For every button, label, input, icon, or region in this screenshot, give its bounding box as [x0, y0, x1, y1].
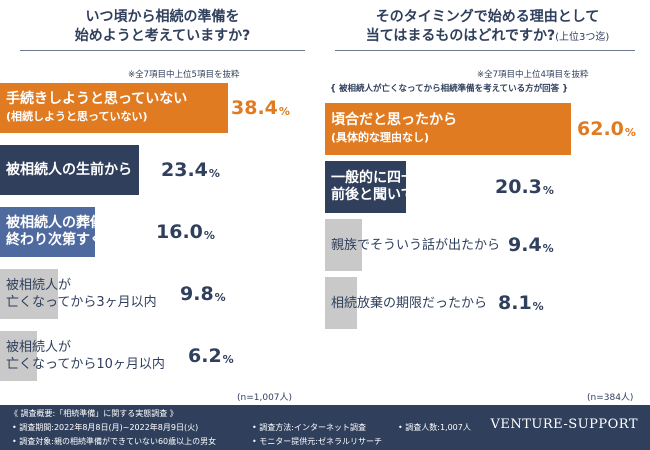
right-title-suffix: (上位3つ迄): [555, 32, 610, 43]
footer-survey-title: 《 調査概要:「相続準備」に関する実態調査 》: [10, 409, 178, 418]
bar-label-line-2: (相続しようと思っていない): [6, 110, 148, 123]
bar-value-1: 38.4%: [231, 83, 290, 133]
survey-footer: 《 調査概要:「相続準備」に関する実態調査 》 • 調査期間:2022年8月8日…: [0, 405, 650, 450]
left-note: ※全7項目中上位5項目を抜粋: [128, 70, 240, 80]
bar-label-line-1: 相続放棄の期限だったから: [331, 295, 488, 311]
bar-5: [0, 331, 37, 381]
bar-value-number: 8.1: [498, 292, 532, 314]
right-title-rule: [335, 50, 635, 51]
bar-row-5: 被相続人が亡くなってから10ヶ月以内 6.2%: [0, 331, 309, 381]
bar-3: [325, 219, 363, 271]
right-panel: そのタイミングで始める理由として 当てはまるものはどれですか?(上位3つ迄) ※…: [325, 0, 650, 405]
bar-label-line-1: 被相続人が: [6, 340, 72, 355]
percent-sign: %: [542, 241, 554, 255]
percent-sign: %: [214, 290, 226, 304]
bar-row-2: 被相続人の生前から 23.4%: [0, 145, 309, 195]
brand-logo: VENTURE-SUPPORT: [490, 417, 638, 432]
bar-label-line-1: 手続きしようと思っていない: [6, 91, 188, 107]
bar-label-line-1: 被相続人が: [6, 278, 72, 293]
percent-sign: %: [624, 125, 636, 139]
bar-value-3: 9.4%: [508, 219, 554, 271]
bar-label-1: 頃合だと思ったから (具体的な理由なし): [331, 103, 457, 155]
bar-row-3: 親族でそういう話が出たから 9.4%: [325, 219, 634, 271]
bar-value-5: 6.2%: [188, 331, 234, 381]
bar-2: [325, 161, 406, 213]
bar-value-number: 62.0: [577, 118, 624, 140]
bar-label-3: 被相続人の葬儀が 終わり次第すぐに: [6, 207, 118, 257]
left-title-line-2: 始めようと考えていますか?: [74, 28, 251, 44]
bar-value-number: 6.2: [188, 345, 222, 367]
left-title-line-1: いつ頃から相続の準備を: [85, 9, 240, 25]
bar-value-number: 20.3: [495, 176, 542, 198]
bar-row-3: 被相続人の葬儀が 終わり次第すぐに 16.0%: [0, 207, 309, 257]
bar-label-3: 親族でそういう話が出たから: [331, 219, 500, 271]
bar-value-number: 16.0: [156, 221, 203, 243]
bar-1: [0, 83, 228, 133]
bar-label-line-1: 親族でそういう話が出たから: [331, 237, 501, 253]
percent-sign: %: [532, 299, 544, 313]
percent-sign: %: [542, 183, 554, 197]
footer-target: • 調査対象:親の相続準備ができていない60歳以上の男女: [12, 437, 217, 446]
bar-label-line-2: 前後と聞いていたから: [331, 187, 471, 203]
footer-provider: • モニター提供元:ゼネラルリサーチ: [252, 437, 382, 446]
bar-label-4: 被相続人が亡くなってから3ヶ月以内: [6, 269, 157, 319]
percent-sign: %: [203, 228, 215, 242]
footer-method: • 調査方法:インターネット調査: [252, 423, 366, 432]
bar-row-1: 頃合だと思ったから (具体的な理由なし) 62.0%: [325, 103, 636, 155]
bar-label-line-2: (具体的な理由なし): [331, 131, 430, 144]
left-panel: いつ頃から相続の準備を 始めようと考えていますか? ※全7項目中上位5項目を抜粋…: [0, 0, 325, 405]
bar-2: [0, 145, 139, 195]
bar-value-number: 38.4: [231, 97, 278, 119]
bar-label-1: 手続きしようと思っていない (相続しようと思っていない): [6, 83, 187, 133]
bar-value-2: 23.4%: [161, 145, 220, 195]
bar-row-4: 被相続人が亡くなってから3ヶ月以内 9.8%: [0, 269, 309, 319]
bar-label-line-1: 一般的に四十九日法要: [331, 170, 471, 186]
bar-4: [325, 277, 358, 329]
bar-row-4: 相続放棄の期限だったから 8.1%: [325, 277, 634, 329]
bar-value-1: 62.0%: [577, 103, 636, 155]
left-title-rule: [20, 50, 305, 51]
bar-label-2: 一般的に四十九日法要 前後と聞いていたから: [331, 161, 471, 213]
bar-value-4: 9.8%: [180, 269, 226, 319]
bar-value-3: 16.0%: [156, 207, 215, 257]
percent-sign: %: [278, 104, 290, 118]
bar-label-line-2: 亡くなってから10ヶ月以内: [6, 357, 165, 372]
bar-row-2: 一般的に四十九日法要 前後と聞いていたから 20.3%: [325, 161, 634, 213]
bar-label-5: 被相続人が亡くなってから10ヶ月以内: [6, 331, 165, 381]
left-question-title: いつ頃から相続の準備を 始めようと考えていますか?: [0, 8, 325, 46]
right-sample-size: (n=384人): [587, 393, 634, 403]
bar-value-number: 9.4: [508, 234, 542, 256]
bar-value-number: 9.8: [180, 283, 214, 305]
bar-label-line-1: 被相続人の葬儀が: [6, 215, 118, 231]
bar-value-number: 23.4: [161, 159, 208, 181]
bar-1: [325, 103, 571, 155]
bar-label-4: 相続放棄の期限だったから: [331, 277, 487, 329]
bar-label-line-2: 終わり次第すぐに: [6, 232, 118, 248]
footer-sample-count: • 調査人数:1,007人: [398, 423, 471, 432]
percent-sign: %: [208, 166, 220, 180]
bar-4: [0, 269, 59, 319]
bar-3: [0, 207, 95, 257]
bar-row-1: 手続きしようと思っていない (相続しようと思っていない) 38.4%: [0, 83, 309, 133]
right-subnote: { 被相続人が亡くなってから相続準備を考えている方が回答 }: [330, 84, 569, 94]
right-title-line-2: 当てはまるものはどれですか?: [365, 28, 556, 44]
footer-period: • 調査期間:2022年8月8日(月)~2022年8月9日(火): [12, 423, 199, 432]
bar-label-line-1: 被相続人の生前から: [6, 161, 132, 178]
bar-label-line-2: 亡くなってから3ヶ月以内: [6, 295, 157, 310]
percent-sign: %: [222, 352, 234, 366]
bar-value-2: 20.3%: [495, 161, 554, 213]
right-question-title: そのタイミングで始める理由として 当てはまるものはどれですか?(上位3つ迄): [325, 8, 650, 47]
bar-value-4: 8.1%: [498, 277, 544, 329]
bar-label-line-1: 頃合だと思ったから: [331, 112, 457, 128]
bar-label-2: 被相続人の生前から: [6, 145, 132, 195]
left-sample-size: (n=1,007人): [237, 393, 293, 403]
right-note: ※全7項目中上位4項目を抜粋: [477, 70, 589, 80]
right-title-line-1: そのタイミングで始める理由として: [375, 9, 600, 25]
